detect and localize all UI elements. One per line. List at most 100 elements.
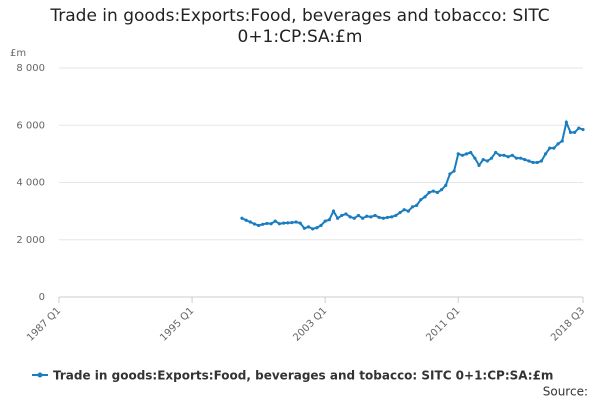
data-point: [464, 152, 469, 156]
data-point: [577, 126, 581, 130]
data-point: [552, 146, 556, 150]
data-point: [440, 188, 444, 192]
data-point: [523, 158, 527, 162]
data-point: [248, 220, 252, 224]
data-point: [560, 139, 564, 143]
data-point: [514, 156, 519, 160]
data-point: [460, 153, 464, 157]
data-point: [444, 183, 448, 187]
data-point: [298, 221, 302, 225]
data-point: [352, 216, 356, 220]
data-point: [419, 198, 423, 202]
data-point: [581, 127, 585, 132]
data-point: [327, 218, 331, 222]
data-point: [494, 150, 498, 155]
x-tick-label: 2003 Q1: [291, 305, 329, 343]
data-point: [369, 215, 373, 219]
data-point: [244, 218, 248, 222]
data-point: [277, 222, 282, 226]
data-point: [510, 153, 514, 157]
data-point: [319, 223, 323, 228]
data-point: [548, 146, 552, 150]
data-point: [336, 216, 340, 220]
data-point: [485, 159, 489, 163]
x-tick-label: 1987 Q1: [25, 305, 63, 343]
data-point: [344, 212, 348, 216]
data-point: [519, 156, 523, 160]
data-point: [406, 209, 410, 213]
data-point: [477, 163, 481, 167]
data-point: [348, 215, 352, 219]
data-point: [502, 153, 506, 157]
data-point: [385, 215, 390, 220]
y-tick-label: 2 000: [16, 235, 45, 246]
data-point: [543, 152, 548, 156]
y-tick-label: 0: [39, 292, 45, 303]
data-point: [323, 219, 327, 223]
legend-marker: [37, 372, 43, 378]
data-point: [273, 219, 277, 223]
data-point: [469, 150, 473, 155]
data-point: [294, 220, 298, 224]
data-point: [539, 159, 544, 163]
data-point: [498, 153, 502, 157]
x-tick-label: 2018 Q3: [549, 305, 587, 343]
data-point: [481, 158, 485, 162]
data-point: [423, 195, 427, 199]
data-point: [261, 222, 265, 226]
data-point: [398, 210, 402, 215]
data-point: [331, 209, 336, 213]
data-point: [473, 156, 477, 160]
data-point: [394, 213, 398, 218]
data-point: [448, 172, 452, 176]
data-point: [269, 222, 273, 226]
data-point: [240, 216, 244, 220]
data-point: [427, 190, 431, 195]
data-point: [431, 189, 435, 193]
y-tick-label: 4 000: [16, 178, 45, 189]
data-point: [527, 159, 531, 163]
data-point: [452, 169, 456, 173]
data-point: [415, 203, 419, 207]
data-point: [252, 222, 257, 226]
data-point: [381, 216, 385, 220]
data-point: [340, 213, 344, 218]
data-point: [506, 155, 510, 159]
data-point: [390, 215, 394, 219]
data-point: [377, 215, 381, 220]
data-point: [568, 130, 573, 135]
data-point: [290, 220, 294, 225]
data-point: [365, 214, 369, 218]
data-point: [456, 152, 460, 156]
x-tick-label: 2011 Q1: [424, 305, 462, 343]
data-point: [281, 221, 286, 225]
data-point: [356, 213, 361, 218]
data-point: [402, 208, 406, 212]
data-point: [531, 160, 535, 165]
data-point: [535, 160, 539, 165]
data-point: [435, 190, 440, 195]
data-point: [311, 227, 315, 231]
x-tick-label: 1995 Q1: [158, 305, 196, 343]
data-point: [302, 226, 306, 230]
data-point: [265, 221, 269, 226]
data-point: [410, 205, 415, 209]
y-axis-label: £m: [10, 48, 26, 59]
legend-label: Trade in goods:Exports:Food, beverages a…: [53, 369, 553, 383]
y-tick-label: 6 000: [16, 120, 45, 131]
data-point: [373, 213, 377, 218]
data-point: [315, 226, 319, 230]
series-line: [241, 119, 584, 230]
data-point: [257, 223, 261, 228]
data-point: [489, 156, 494, 160]
data-point: [556, 142, 560, 146]
chart-title: Trade in goods:Exports:Food, beverages a…: [50, 6, 550, 47]
data-point: [306, 225, 311, 229]
data-point: [286, 221, 290, 225]
data-point: [564, 120, 568, 124]
y-tick-label: 8 000: [16, 63, 45, 74]
data-point: [573, 130, 577, 135]
data-point: [360, 216, 365, 220]
